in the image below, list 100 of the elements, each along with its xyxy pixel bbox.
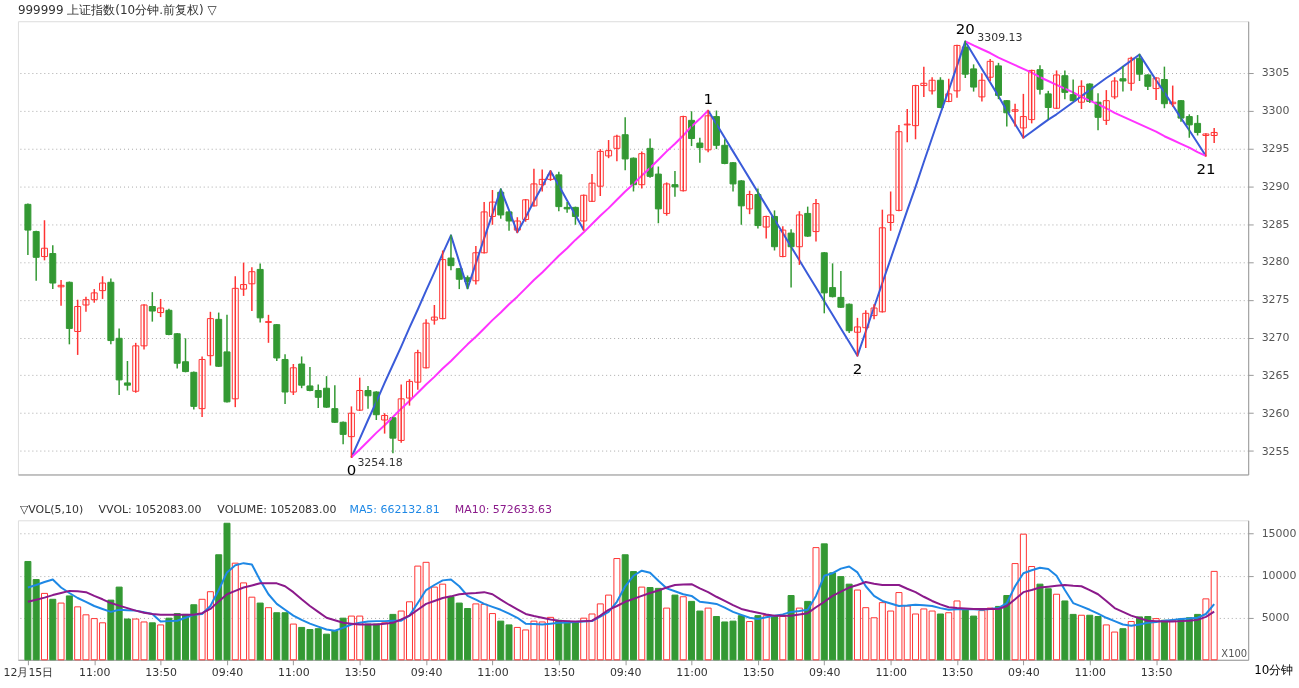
x-tick-label: 09:40 [609, 666, 642, 680]
candlestick [381, 413, 389, 434]
bar [638, 586, 646, 661]
x-tick-label: 09:40 [410, 666, 443, 680]
bar [704, 607, 712, 661]
bar [389, 613, 397, 661]
text: MA5: 662132.81 [349, 503, 440, 517]
candlestick [206, 311, 214, 366]
x-tick-label: 11:00 [278, 666, 310, 680]
candlestick [945, 78, 953, 103]
annotation: 0 [346, 461, 357, 480]
y-tick-label: 3280 [1261, 255, 1290, 269]
x-tick-label: 11:00 [78, 666, 111, 680]
bar [671, 594, 679, 661]
x-tick-label: 13:50 [941, 666, 974, 680]
bar [812, 547, 820, 661]
y-tick-label: 3290 [1261, 179, 1290, 193]
bar [256, 602, 264, 661]
data-label: 3309.13 [977, 31, 1023, 45]
candlestick [1102, 90, 1110, 125]
bar [40, 592, 48, 661]
y-tick-label: 3305 [1261, 66, 1290, 80]
bar [936, 613, 944, 661]
candlestick [563, 202, 571, 213]
candlestick [795, 211, 803, 265]
candlestick [1011, 103, 1019, 127]
candlestick [1053, 70, 1061, 109]
candlestick [347, 406, 355, 458]
candlestick [447, 234, 455, 271]
bar [779, 616, 787, 661]
bar [1160, 619, 1168, 661]
candlestick [472, 245, 480, 285]
y-tick-label: 3255 [1261, 444, 1290, 458]
y-tick-label: 3270 [1261, 331, 1290, 345]
candlestick [1152, 77, 1160, 100]
y-tick-label: 5000 [1261, 611, 1290, 625]
candlestick [248, 267, 256, 312]
candlestick [986, 59, 994, 81]
candlestick [638, 151, 646, 189]
bar [1152, 618, 1160, 661]
bar [472, 603, 480, 661]
text: 10分钟 [1254, 662, 1294, 677]
candlestick [663, 182, 671, 216]
bar [746, 621, 754, 661]
y-tick-label: 3300 [1261, 104, 1290, 118]
candlestick [40, 220, 48, 261]
y-tick-label: 15000 [1261, 527, 1297, 541]
candlestick [671, 171, 679, 197]
annotation: 1 [703, 89, 713, 108]
bar [289, 623, 297, 661]
x-tick-label: 11:00 [477, 666, 509, 680]
x-tick-label: 09:40 [1008, 666, 1040, 680]
x-tick-label: 11:00 [875, 666, 907, 680]
x-tick-label: 13:50 [543, 666, 576, 680]
bar [65, 595, 73, 661]
text: VVOL: 1052083.00 [98, 503, 202, 517]
candlestick [1127, 56, 1135, 91]
candlestick [779, 226, 787, 258]
candlestick [953, 44, 961, 98]
text: X100 [1221, 647, 1248, 659]
chart-title: ▽VOL(5,10) [19, 503, 84, 517]
bar [754, 615, 762, 661]
text: MA10: 572633.63 [454, 503, 553, 517]
bar [1069, 613, 1077, 661]
candlestick [74, 299, 82, 355]
candlestick [679, 115, 687, 192]
x-tick-label: 09:40 [211, 666, 244, 680]
x-tick-label: 11:00 [1074, 666, 1107, 680]
candlestick [895, 124, 903, 212]
annotation: 2 [852, 359, 863, 378]
candlestick [356, 377, 364, 411]
annotation: 21 [1196, 159, 1216, 178]
x-tick-label: 09:40 [809, 666, 841, 680]
bar [795, 607, 803, 661]
candlestick [264, 314, 272, 343]
x-tick-label: 11:00 [676, 666, 708, 680]
candlestick [148, 292, 156, 322]
bar [264, 607, 272, 661]
candlestick [99, 276, 107, 299]
candlestick [123, 360, 131, 391]
candlestick [1111, 77, 1119, 100]
bar [107, 599, 115, 661]
candlestick [746, 190, 754, 215]
y-tick-label: 3275 [1261, 293, 1290, 307]
bar [381, 622, 389, 661]
bar [157, 624, 165, 661]
bar [663, 607, 671, 661]
candlestick [1077, 80, 1085, 109]
y-tick-label: 3265 [1261, 368, 1290, 382]
x-tick-label: 13:50 [145, 666, 177, 680]
x-tick-label: 12月15日 [3, 666, 54, 680]
candlestick [887, 191, 895, 231]
y-tick-label: 3260 [1261, 406, 1290, 420]
y-tick-label: 3295 [1261, 141, 1290, 155]
candlestick [762, 215, 770, 239]
bar [771, 615, 778, 661]
bar [762, 615, 770, 661]
bar [1127, 621, 1135, 661]
line-series [26, 581, 1216, 626]
bar [57, 602, 65, 661]
